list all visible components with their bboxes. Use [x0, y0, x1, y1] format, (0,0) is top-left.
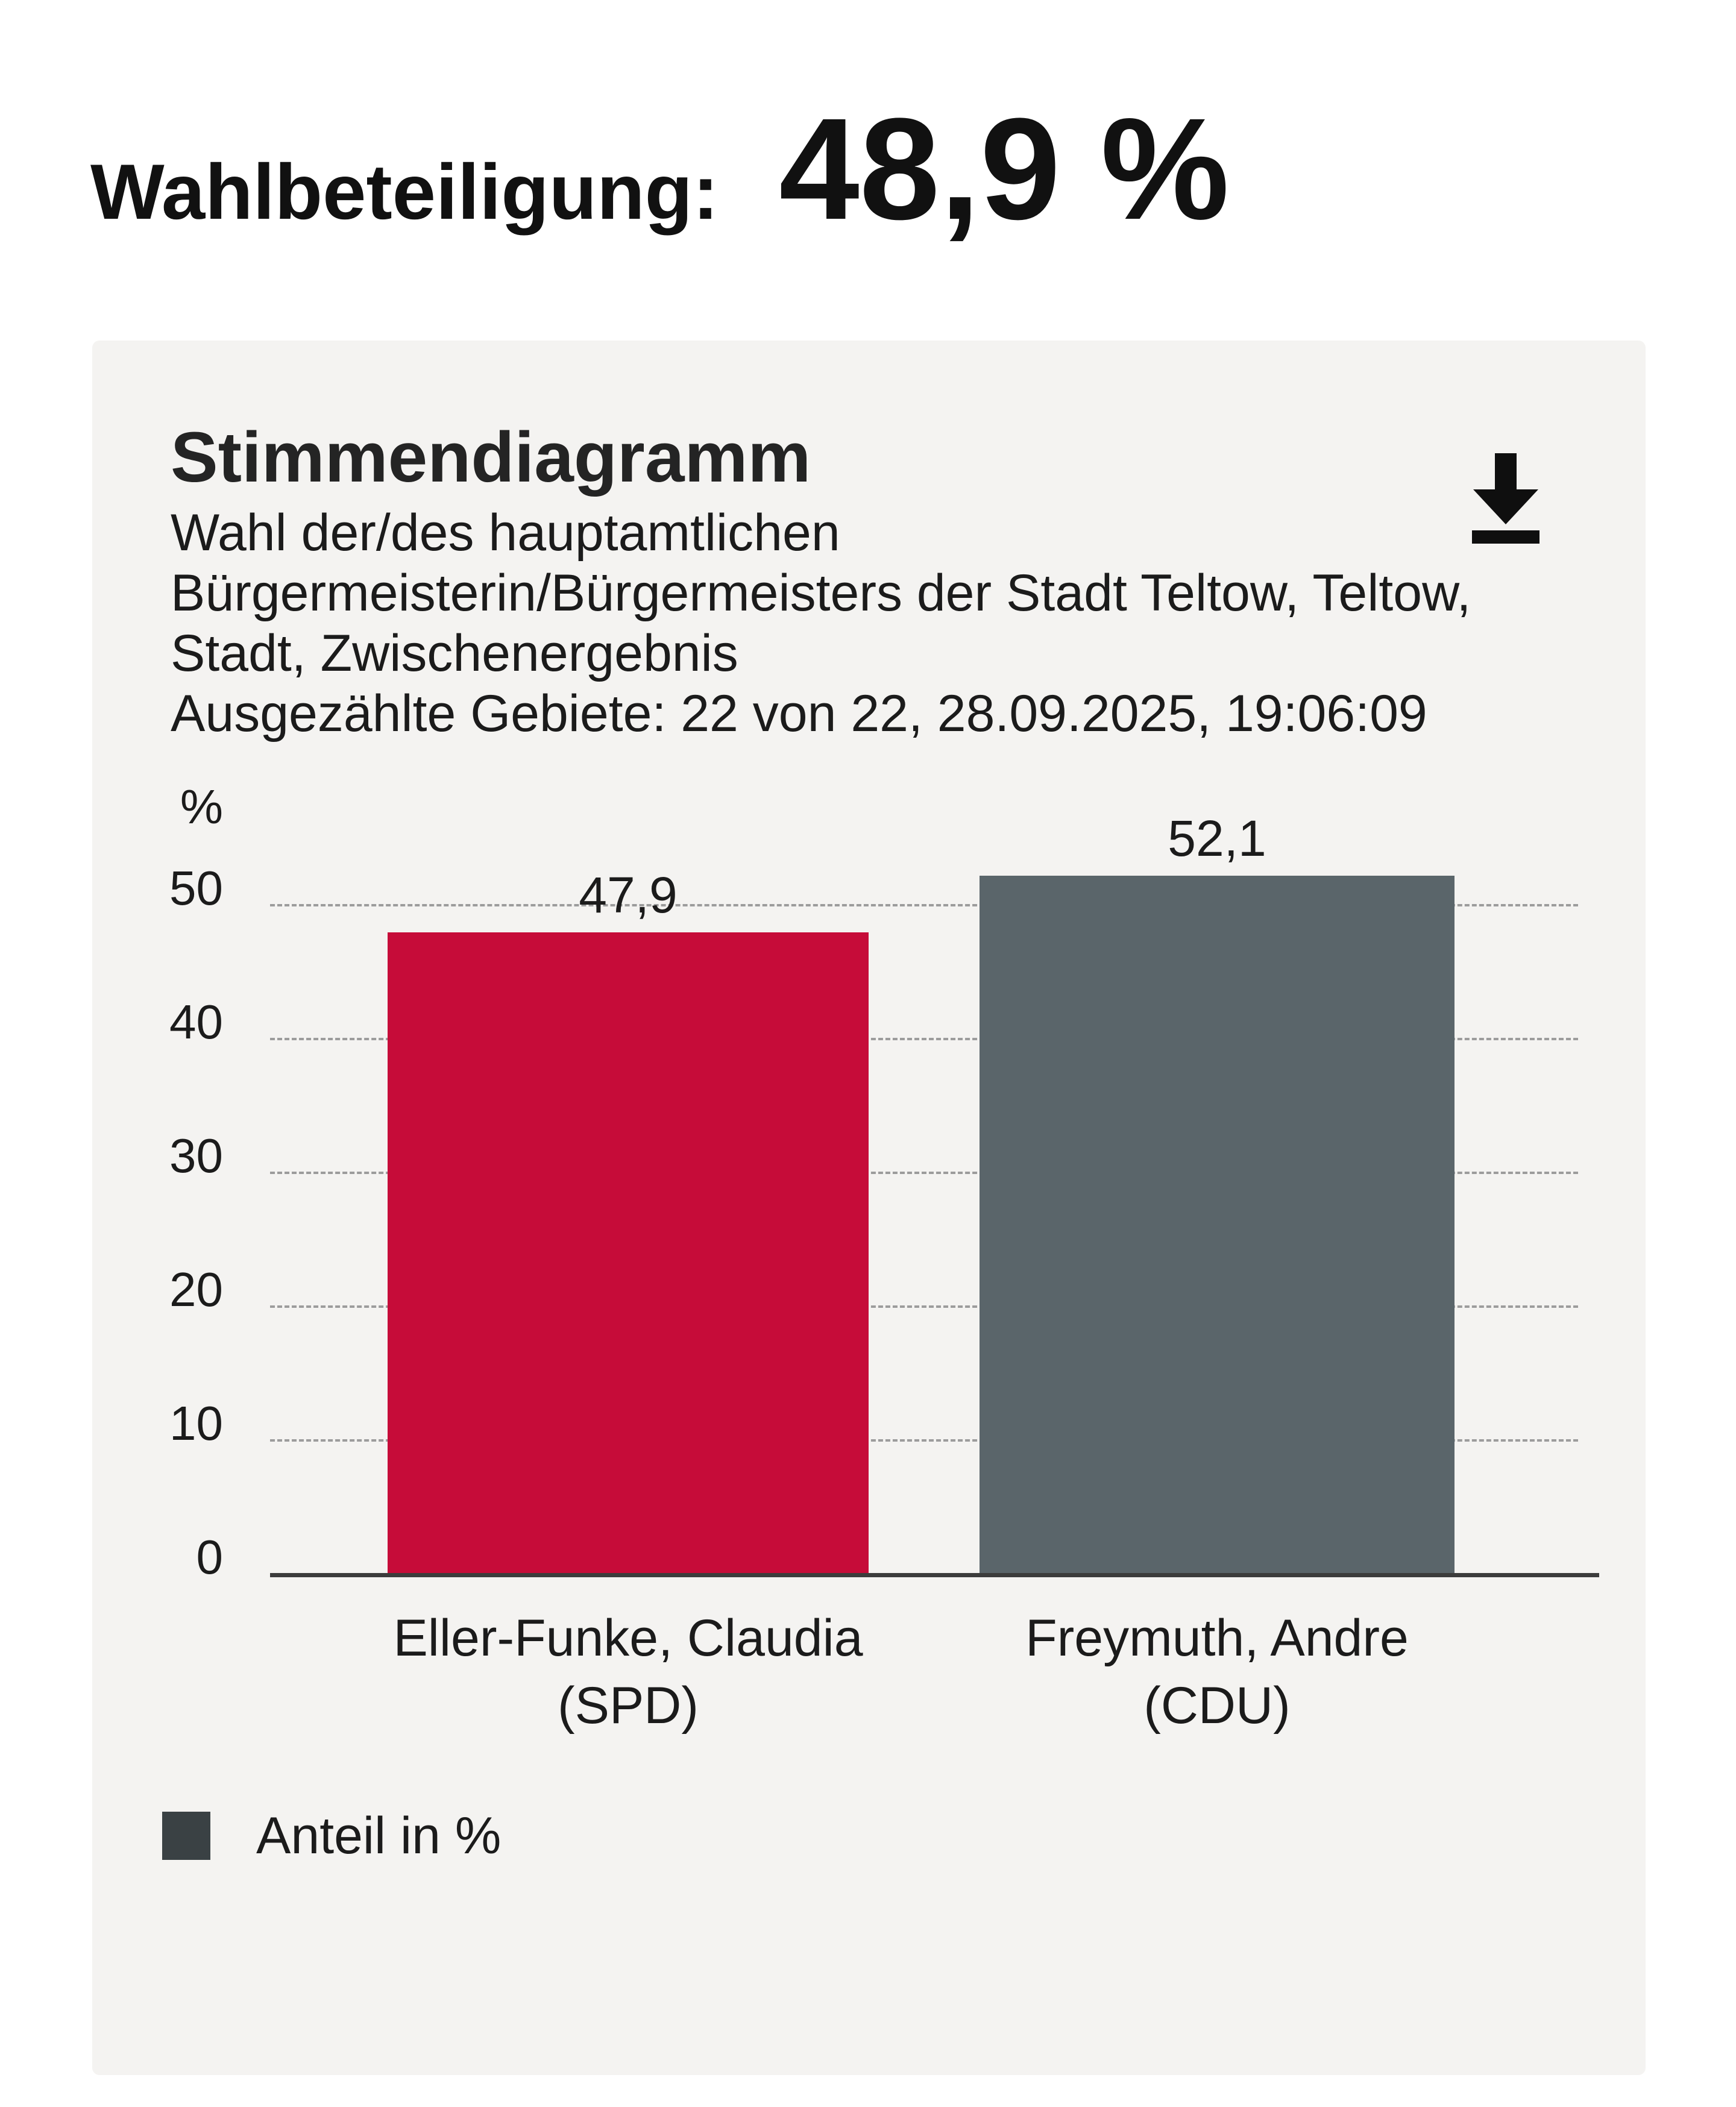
y-axis-unit-label: % [180, 780, 223, 834]
gridline-50 [270, 904, 1578, 906]
chart-subtitle: Wahl der/des hauptamtlichen Bürgermeiste… [171, 503, 1471, 744]
bar-eller-funke-spd [388, 932, 869, 1573]
candidate-party: (SPD) [557, 1677, 699, 1735]
bar-group-spd: 47,9 [388, 870, 869, 1573]
download-icon [1472, 453, 1539, 545]
subtitle-line: Wahl der/des hauptamtlichen [171, 504, 840, 562]
gridline-40 [270, 1038, 1578, 1040]
bar-group-cdu: 52,1 [980, 813, 1455, 1573]
subtitle-line: Ausgezählte Gebiete: 22 von 22, 28.09.20… [171, 685, 1427, 743]
gridline-30 [270, 1172, 1578, 1174]
candidate-name: Eller-Funke, Claudia [393, 1609, 863, 1667]
legend-label: Anteil in % [256, 1807, 502, 1865]
subtitle-line: Stadt, Zwischenergebnis [171, 624, 738, 682]
turnout-label: Wahlbeteiligung: [90, 148, 719, 236]
turnout-header: Wahlbeteiligung: 48,9 % [90, 96, 1229, 241]
legend-swatch [162, 1812, 210, 1860]
y-tick-30: 30 [169, 1129, 223, 1182]
category-label-cdu: Freymuth, Andre (CDU) [980, 1604, 1455, 1739]
x-axis-line [270, 1573, 1599, 1577]
gridline-20 [270, 1305, 1578, 1308]
legend: Anteil in % [162, 1810, 501, 1862]
y-tick-0: 0 [196, 1530, 224, 1584]
bar-freymuth-cdu [980, 876, 1455, 1573]
bar-value-label: 52,1 [1168, 810, 1266, 867]
chart-title: Stimmendiagramm [171, 418, 811, 497]
y-tick-10: 10 [169, 1396, 223, 1450]
bar-value-label: 47,9 [579, 867, 678, 923]
y-tick-50: 50 [169, 861, 223, 915]
candidate-name: Freymuth, Andre [1025, 1609, 1409, 1667]
y-tick-20: 20 [169, 1263, 223, 1316]
y-tick-40: 40 [169, 995, 223, 1049]
chart-card: Stimmendiagramm Wahl der/des hauptamtlic… [92, 341, 1646, 2075]
subtitle-line: Bürgermeisterin/Bürgermeisters der Stadt… [171, 564, 1471, 622]
download-button[interactable] [1448, 437, 1563, 570]
candidate-party: (CDU) [1143, 1677, 1291, 1735]
gridline-10 [270, 1439, 1578, 1442]
category-label-spd: Eller-Funke, Claudia (SPD) [388, 1604, 869, 1739]
turnout-value: 48,9 % [779, 88, 1230, 250]
